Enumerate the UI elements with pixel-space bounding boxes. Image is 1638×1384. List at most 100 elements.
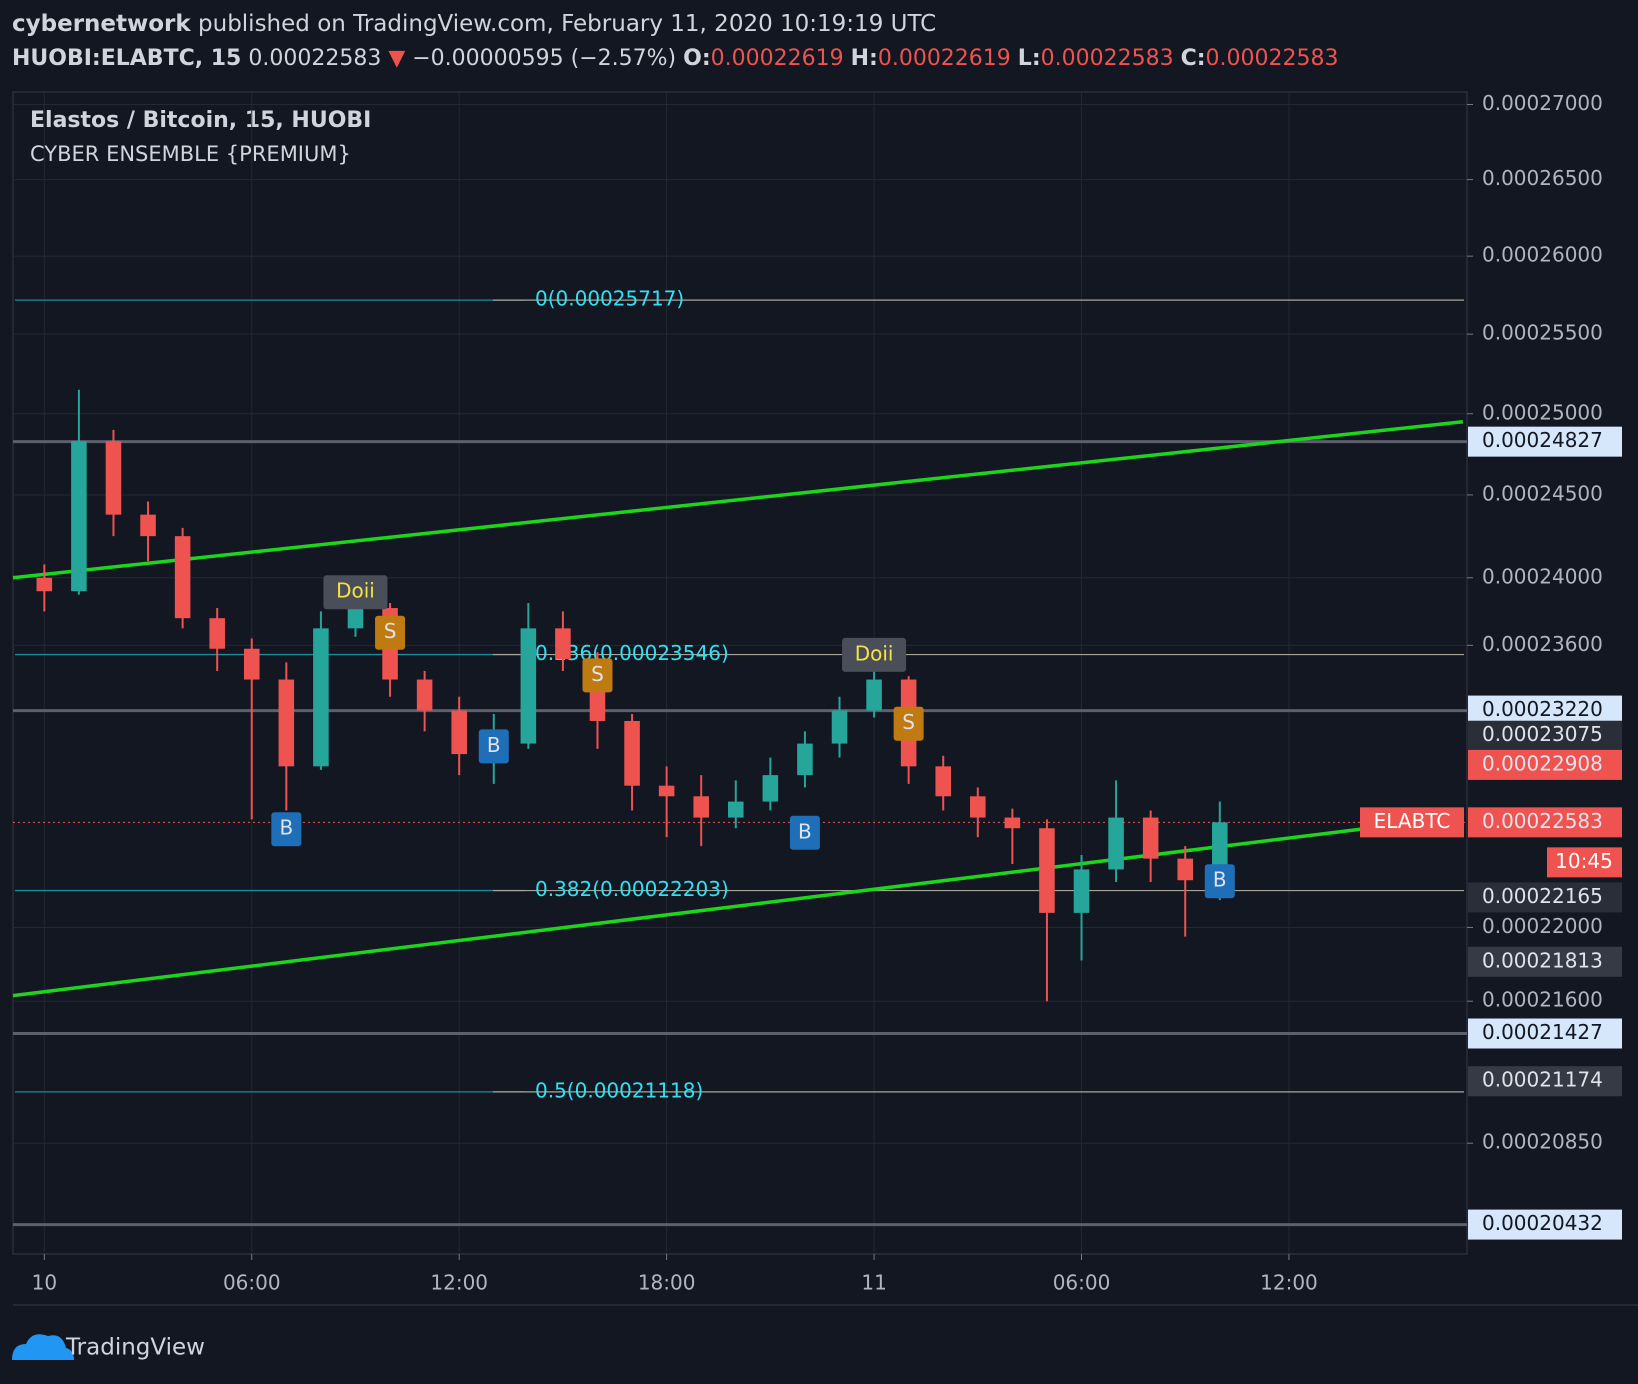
ohlc-value: 0.00022619	[878, 46, 1011, 71]
candle-body	[1177, 858, 1194, 881]
signal-box	[842, 637, 907, 672]
ohlc-key: C:	[1181, 46, 1206, 71]
symbol-line: HUOBI:ELABTC, 15 0.00022583 ▼ −0.0000059…	[12, 46, 1339, 71]
trendline	[12, 420, 1464, 580]
signal-box	[1204, 864, 1235, 899]
candle-body	[520, 628, 537, 744]
fib-label: 0.5(0.00021118)	[535, 1078, 703, 1102]
candle-body	[174, 536, 191, 619]
signal-label: Doii	[336, 579, 375, 603]
candle-body	[140, 514, 156, 537]
grid	[13, 92, 1467, 1254]
price-tag-label: 0.00021174	[1482, 1068, 1603, 1092]
x-tick-label: 11	[861, 1271, 886, 1295]
price-tag-label: 0.00023075	[1482, 722, 1603, 746]
logo	[12, 1334, 74, 1360]
signal: B	[1204, 864, 1235, 899]
signal: B	[478, 729, 509, 764]
price-tag	[1468, 749, 1622, 780]
y-tick-label: 0.00025000	[1482, 400, 1603, 424]
price-tag	[1468, 882, 1622, 913]
price-tag	[1468, 1066, 1622, 1097]
signal: B	[271, 812, 302, 847]
candle-body	[728, 801, 744, 818]
candle-body	[36, 577, 53, 592]
published: published on TradingView.com, February 1…	[198, 11, 936, 37]
ohlc-key: O:	[683, 46, 711, 71]
candle-body	[278, 679, 295, 767]
change-arrow: ▼	[388, 46, 405, 71]
candle-body	[831, 710, 848, 744]
y-tick-label: 0.00025500	[1482, 321, 1603, 345]
y-tick-label: 0.00026000	[1482, 243, 1603, 267]
candle-body	[935, 766, 951, 797]
x-tick-label: 10	[32, 1271, 57, 1295]
candle-body	[416, 679, 433, 711]
signal-label: S	[384, 619, 397, 643]
ohlc-value: 0.00022583	[1206, 46, 1339, 71]
candle-body	[866, 679, 882, 711]
price-tag	[1468, 807, 1622, 838]
author: cybernetwork	[12, 11, 191, 37]
candle-body	[313, 628, 329, 767]
plot-frame	[12, 91, 1468, 1255]
price-tag-label: 0.00020432	[1482, 1211, 1603, 1235]
signal: S	[582, 658, 613, 693]
signal-label: B	[279, 816, 293, 840]
candle-body	[105, 441, 122, 515]
signal-label: B	[1213, 868, 1227, 892]
price-tag-label: 0.00022165	[1482, 884, 1603, 908]
brand: TradingView	[65, 1335, 205, 1361]
ohlc-key: L:	[1018, 46, 1041, 71]
x-tick-label: 12:00	[430, 1271, 488, 1295]
signal-box	[582, 658, 613, 693]
symbol-tag-label: ELABTC	[1374, 809, 1451, 833]
y-tick-label: 0.00021600	[1482, 988, 1603, 1012]
price-tag	[1468, 1209, 1622, 1240]
candle-body	[71, 441, 87, 592]
fib-label: 0.382(0.00022203)	[535, 877, 729, 901]
candle-body	[1108, 817, 1124, 870]
signal: B	[789, 815, 820, 850]
signal-label: B	[798, 819, 812, 843]
signal-box	[893, 706, 924, 741]
price-tag-label: 0.00022583	[1482, 809, 1603, 833]
trendline	[12, 826, 1369, 998]
change: −0.00000595 (−2.57%)	[412, 46, 676, 71]
candle-body	[1142, 817, 1159, 859]
ohlc-value: 0.00022583	[1041, 46, 1174, 71]
signal-label: S	[902, 710, 915, 734]
symbol-tag	[1360, 807, 1464, 838]
x-tick-label: 18:00	[638, 1271, 696, 1295]
candle-body	[762, 775, 779, 802]
symbol: HUOBI:ELABTC, 15	[12, 46, 241, 71]
fib-label: 0(0.00025717)	[535, 287, 684, 311]
header-line: cybernetwork published on TradingView.co…	[12, 11, 936, 37]
signal-box	[789, 815, 820, 850]
price-tag	[1468, 695, 1622, 726]
candle-body	[243, 648, 260, 680]
x-tick-label: 12:00	[1260, 1271, 1318, 1295]
y-tick-label: 0.00024000	[1482, 564, 1603, 588]
candle-body	[451, 710, 467, 755]
price-tag	[1468, 426, 1622, 457]
candle-body	[1004, 817, 1021, 829]
signal-box	[478, 729, 509, 764]
candle-body	[347, 608, 364, 629]
price-tag-label: 0.00021813	[1482, 948, 1603, 972]
subtitle: CYBER ENSEMBLE {PREMIUM}	[30, 142, 351, 166]
signal-box	[323, 575, 388, 610]
ohlc-value: 0.00022619	[711, 46, 844, 71]
signal: Doii	[323, 575, 388, 610]
y-tick-label: 0.00026500	[1482, 166, 1603, 190]
candle-body	[555, 628, 571, 659]
countdown: 10:45	[1555, 849, 1613, 873]
candle-body	[209, 618, 225, 649]
x-tick-label: 06:00	[1053, 1271, 1111, 1295]
signal-label: S	[591, 662, 604, 686]
x-tick-label: 06:00	[223, 1271, 281, 1295]
signal: S	[893, 706, 924, 741]
